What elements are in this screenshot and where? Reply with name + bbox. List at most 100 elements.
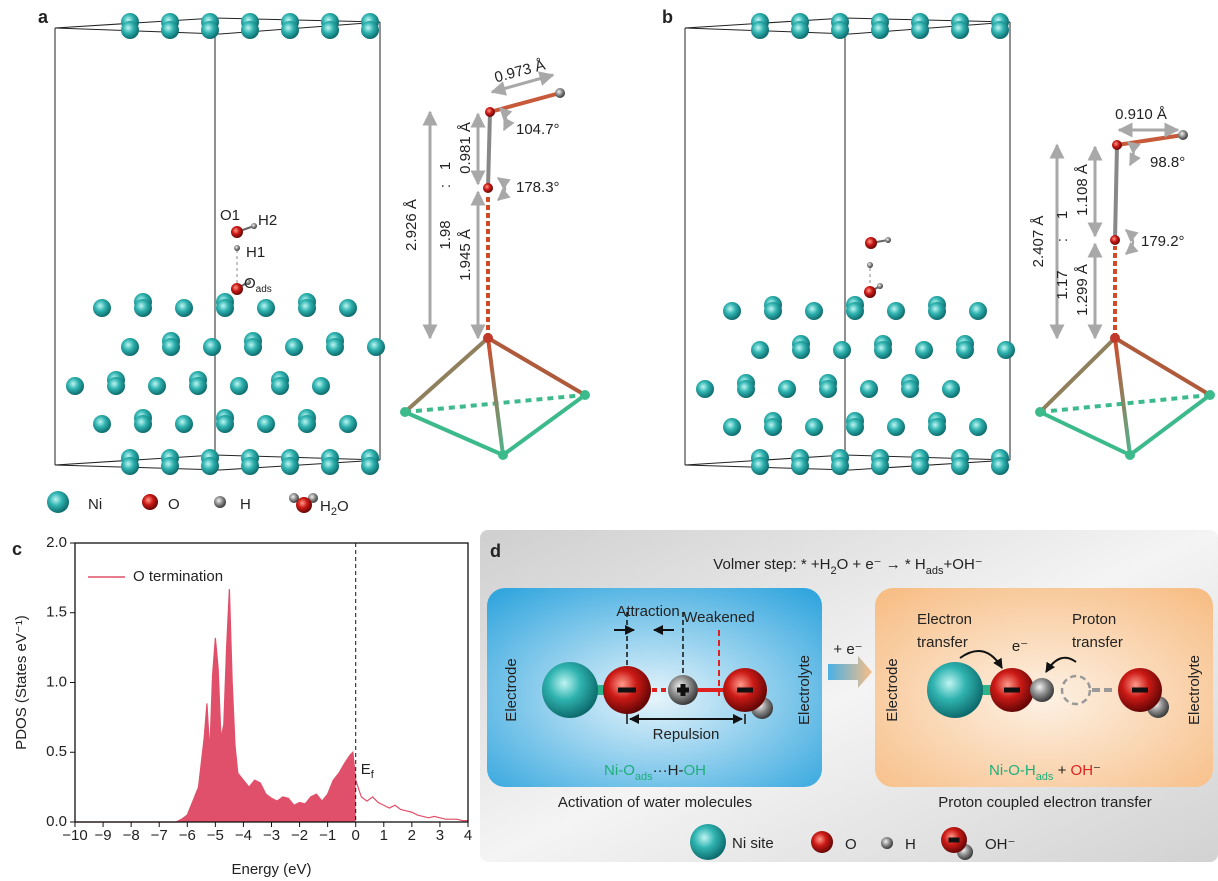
legend-label: H [240, 496, 251, 513]
atom [542, 662, 598, 718]
atom [231, 226, 243, 238]
atom [887, 418, 905, 436]
atom [93, 415, 111, 433]
bond [1117, 135, 1183, 145]
x-tick-label: −9 [95, 827, 112, 844]
atom [792, 341, 810, 359]
x-tick-label: −8 [123, 827, 140, 844]
atom [1178, 130, 1188, 140]
label: Repulsion [653, 726, 720, 743]
atom [148, 377, 166, 395]
atom [791, 21, 809, 39]
charge-sign [1132, 688, 1148, 693]
x-tick-label: −6 [179, 827, 196, 844]
ni-vertex [483, 333, 493, 343]
label: transfer [917, 634, 968, 651]
atom [778, 380, 796, 398]
atom [865, 237, 877, 249]
formula-part: OH [1071, 762, 1094, 779]
octahedron-edge [488, 338, 585, 395]
angle-arrow [498, 178, 505, 200]
ni-vertex [1125, 450, 1135, 460]
atom [161, 457, 179, 475]
atom [867, 262, 873, 268]
label: 0.910 Å [1115, 106, 1167, 123]
atom [805, 302, 823, 320]
o-ads-main: O [244, 275, 256, 292]
atom [956, 341, 974, 359]
octahedron-edge [1115, 338, 1130, 455]
fermi-label-sub: f [371, 769, 375, 781]
legend-atom [214, 496, 226, 508]
x-tick-label: 0 [352, 827, 360, 844]
formula-part: Ni-O [604, 762, 635, 779]
atom [997, 341, 1015, 359]
atom [321, 21, 339, 39]
atom [298, 299, 316, 317]
atom [321, 457, 339, 475]
atom [555, 88, 565, 98]
legend-label: H [905, 836, 916, 853]
label: 1.108 Å [1074, 164, 1091, 216]
legend-atom [142, 494, 158, 510]
atom [121, 21, 139, 39]
pdos-area [75, 589, 356, 822]
octahedron-edge [1040, 338, 1115, 412]
atom [257, 415, 275, 433]
ni-vertex [1110, 333, 1120, 343]
label: 179.2° [1141, 233, 1185, 250]
atom [361, 457, 379, 475]
label: 1.17 [1054, 270, 1071, 299]
atom [66, 377, 84, 395]
angle-arrow [1126, 230, 1133, 254]
atom [915, 341, 933, 359]
atom [969, 302, 987, 320]
bond [488, 112, 490, 188]
volmer-title-part: Volmer step: * +H [713, 556, 830, 573]
formula-part: + [1053, 762, 1070, 779]
atom [483, 183, 493, 193]
legend-atom [811, 831, 833, 853]
atom [1110, 235, 1120, 245]
ni-vertex [580, 390, 590, 400]
legend-atom [881, 837, 893, 849]
volmer-title-part: +OH⁻ [944, 556, 983, 573]
atom [241, 21, 259, 39]
fermi-label-main: E [361, 761, 371, 778]
o-ads-label: Oads [244, 275, 272, 295]
atom [887, 302, 905, 320]
label: Electrode [884, 658, 901, 721]
formula-part: ads [635, 771, 653, 783]
charge-sign [681, 684, 686, 696]
label: Electron [917, 611, 972, 628]
atom [831, 457, 849, 475]
atom [791, 457, 809, 475]
atom [751, 457, 769, 475]
panel-label: b [662, 7, 673, 27]
atom [911, 457, 929, 475]
formula-part: ⁻ [1093, 762, 1101, 779]
label: O1 [220, 207, 240, 224]
atom [203, 338, 221, 356]
atom [281, 457, 299, 475]
atom [234, 245, 240, 251]
atom [860, 380, 878, 398]
atom [864, 286, 876, 298]
x-tick-label: −1 [319, 827, 336, 844]
atom [134, 299, 152, 317]
legend-label: Ni site [732, 835, 774, 852]
atom [696, 380, 714, 398]
x-tick-label: 2 [408, 827, 416, 844]
atom [285, 338, 303, 356]
label: 1 [437, 162, 454, 170]
atom [819, 380, 837, 398]
label: H2 [258, 212, 277, 229]
atom [737, 380, 755, 398]
label: 0.973 Å [493, 57, 547, 87]
atom [107, 377, 125, 395]
y-tick-label: 2.0 [46, 534, 67, 551]
figure: O1H2H1Oads2.926 Å0.981 Å1.945 Å1:1.980.9… [0, 0, 1218, 881]
y-tick-label: 1.5 [46, 604, 67, 621]
atom [326, 338, 344, 356]
octahedron-edge [405, 412, 503, 455]
